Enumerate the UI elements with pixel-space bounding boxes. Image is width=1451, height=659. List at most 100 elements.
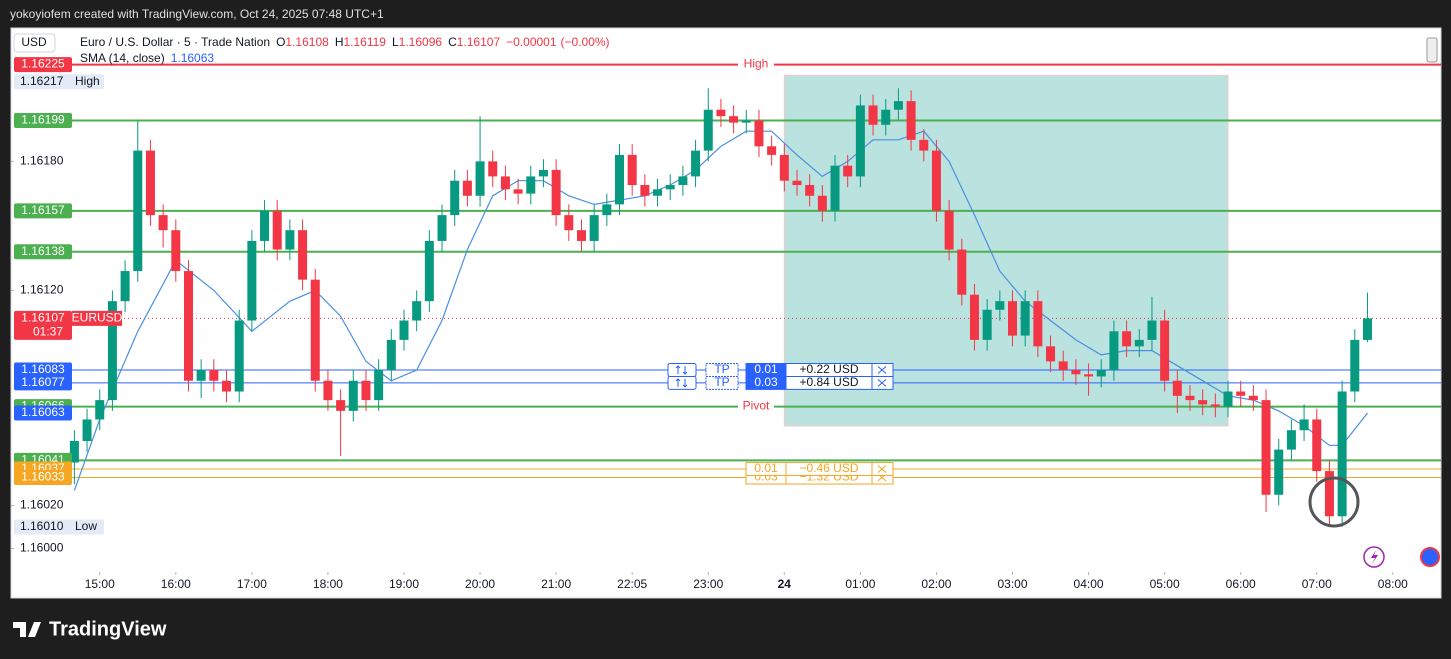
candle-body (1312, 419, 1322, 472)
candle-body (982, 309, 992, 340)
axis-label-text: Low (75, 519, 97, 533)
x-tick-label: 18:00 (313, 577, 343, 591)
price-label-box (14, 112, 72, 128)
candle-body (843, 165, 853, 177)
candle-body (323, 380, 333, 401)
candle-body (1324, 471, 1334, 517)
candle-body (830, 165, 840, 211)
symbol-tag: EURUSD (72, 311, 123, 325)
price-label: 1.16107 (21, 311, 65, 325)
axis-label-price: 1.16217 (20, 74, 64, 88)
order-pnl: +0.22 USD (799, 362, 858, 376)
order-type: TP (714, 375, 729, 389)
x-tick-label: 20:00 (465, 577, 495, 591)
indicator-value: 1.16063 (171, 51, 215, 65)
order-type: TP (714, 362, 729, 376)
candle-body (145, 150, 155, 216)
candle-body (1223, 391, 1233, 407)
candle-body (310, 279, 320, 381)
candle-body (779, 154, 789, 181)
order-type-box (705, 363, 739, 377)
price-label: 1.16033 (21, 470, 65, 484)
sma-label-box (14, 405, 72, 421)
order-drag-glyph (675, 378, 688, 388)
x-tick-label: 08:00 (1378, 577, 1408, 591)
order-drag (667, 363, 697, 377)
order-close-glyph (877, 366, 887, 374)
candle-body (399, 320, 409, 340)
symbol: Euro / U.S. Dollar · 5 · Trade Nation (80, 35, 270, 49)
candle-body (183, 271, 193, 381)
candle-body (374, 370, 384, 401)
x-tick-label: 21:00 (541, 577, 571, 591)
candle-body (526, 176, 536, 194)
legend-symbol: Euro / U.S. Dollar · 5 · Trade Nation O1.… (80, 35, 610, 49)
scroll-handle[interactable] (1426, 37, 1438, 63)
candle-body (1350, 339, 1360, 392)
candle-body (893, 101, 903, 110)
candle-body (1122, 331, 1132, 347)
price-label: 1.16157 (21, 203, 65, 217)
candle-body (1096, 370, 1106, 377)
ohlc-label: H (335, 35, 344, 49)
candle-body (906, 101, 916, 140)
candle-body (741, 120, 751, 123)
candle-body (1160, 320, 1170, 381)
candle-body (95, 400, 105, 420)
candle-body (1236, 391, 1246, 396)
candle-body (196, 370, 206, 381)
candle-body (931, 150, 941, 211)
order-drag (667, 375, 697, 390)
candle-body (640, 185, 650, 196)
candle-body (209, 370, 219, 381)
x-tick-label: 17:00 (237, 577, 267, 591)
flag-icon[interactable] (1420, 547, 1440, 567)
line-label-bg (738, 399, 774, 414)
axis-label-text: High (75, 74, 100, 88)
candle-body (424, 240, 434, 302)
price-label: 1.16083 (21, 362, 65, 376)
ohlc-label: L (392, 35, 399, 49)
candle-body (1071, 370, 1081, 375)
x-tick-label: 02:00 (921, 577, 951, 591)
price-label: 1.16077 (21, 375, 65, 389)
candle-body (944, 210, 954, 250)
candle-body (564, 215, 574, 231)
candle-body (855, 105, 865, 177)
candle-body (158, 215, 168, 231)
x-tick-label: 15:00 (85, 577, 115, 591)
x-tick-label: 04:00 (1074, 577, 1104, 591)
candle-body (500, 176, 510, 190)
x-tick-label: 01:00 (845, 577, 875, 591)
candle-body (1198, 400, 1208, 405)
x-tick-label: 05:00 (1150, 577, 1180, 591)
candle-body (716, 109, 726, 117)
indicator-name: SMA (14, close) (80, 51, 165, 65)
currency-button[interactable] (13, 33, 56, 53)
candle-body (703, 109, 713, 151)
price-label-box (14, 310, 72, 340)
candle-body (1286, 430, 1296, 450)
price-label-box (14, 203, 72, 219)
candle-body (1134, 339, 1144, 347)
logo-mark (13, 622, 41, 637)
x-tick-label: 23:00 (693, 577, 723, 591)
x-tick-label: 22:05 (617, 577, 647, 591)
candle-body (1362, 318, 1372, 340)
candle-body (729, 116, 739, 123)
candle-body (1185, 395, 1195, 401)
legend-indicator: SMA (14, close) 1.16063 (80, 51, 214, 65)
order-drag-glyph (675, 365, 688, 375)
candle-body (691, 150, 701, 177)
axis-label-box (14, 519, 104, 535)
price-label-box (14, 375, 72, 391)
candle-body (1033, 301, 1043, 347)
candle-body (1299, 419, 1309, 431)
order-close-glyph (877, 379, 887, 387)
y-tick-label: 1.16020 (20, 498, 64, 512)
ohlc-value: 1.16119 (343, 35, 386, 49)
candle-body (969, 294, 979, 340)
y-tick-label: 1.16120 (20, 283, 64, 297)
